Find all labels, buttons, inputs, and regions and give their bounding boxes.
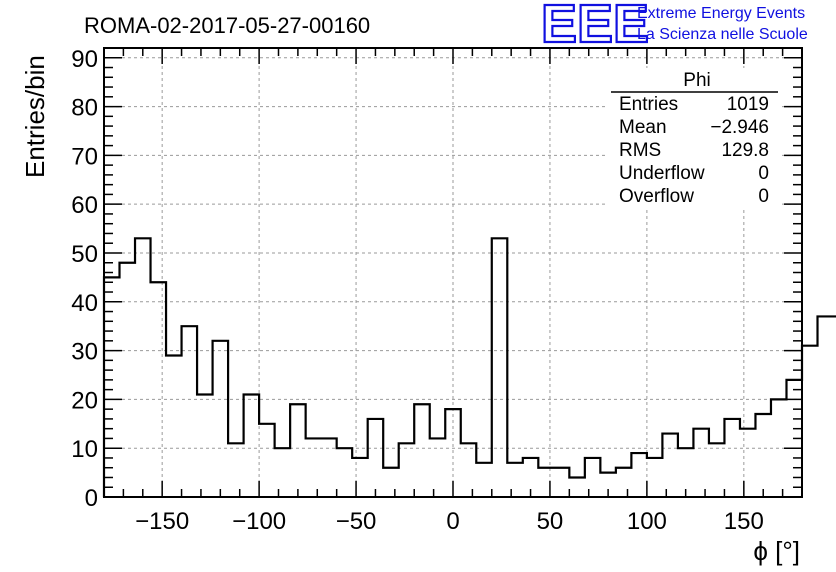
histogram-bin [616, 468, 632, 497]
histogram-bin [678, 448, 694, 497]
histogram-bin [771, 399, 787, 497]
x-tick-label: −50 [336, 508, 377, 535]
histogram-bin [414, 404, 430, 497]
histogram-bin [182, 326, 198, 497]
histogram-bin [321, 438, 337, 497]
y-tick-label: 80 [71, 95, 98, 122]
histogram-bin [818, 316, 834, 497]
histogram-bin [786, 380, 802, 497]
stats-label-mean: Mean [619, 117, 667, 138]
histogram-bin [492, 238, 508, 497]
histogram-bin [724, 419, 740, 497]
histogram-bin [275, 448, 291, 497]
stats-title: Phi [683, 70, 710, 91]
stats-value-underflow: 0 [758, 163, 769, 184]
stats-value-mean: −2.946 [710, 117, 769, 138]
histogram-bin [151, 282, 167, 497]
histogram-bin [538, 468, 554, 497]
histogram-bin [213, 341, 229, 497]
y-axis-label: Entries/bin [20, 55, 50, 178]
chart-title: ROMA-02-2017-05-27-00160 [84, 13, 370, 38]
y-tick-label: 50 [71, 241, 98, 268]
histogram-bin [135, 238, 151, 497]
histogram-bin [120, 263, 136, 497]
histogram-bin [228, 443, 244, 497]
y-tick-label: 40 [71, 290, 98, 317]
histogram-bin [290, 404, 306, 497]
x-tick-label: 150 [724, 508, 764, 535]
histogram-bin [631, 453, 647, 497]
histogram-bin [569, 477, 585, 497]
x-tick-label: −150 [135, 508, 189, 535]
histogram-bin [740, 429, 756, 497]
histogram-bin [802, 346, 818, 497]
histogram-bin [523, 458, 539, 497]
histogram-bin [430, 438, 446, 497]
histogram-bin [104, 277, 120, 497]
histogram-bin [399, 443, 415, 497]
y-tick-label: 20 [71, 387, 98, 414]
x-tick-label: 100 [627, 508, 667, 535]
y-tick-label: 60 [71, 192, 98, 219]
histogram-bin [554, 468, 570, 497]
histogram-bin [259, 424, 275, 497]
histogram-bin [445, 409, 461, 497]
histogram-bin [383, 468, 399, 497]
histogram-bin [507, 463, 523, 497]
y-tick-label: 70 [71, 143, 98, 170]
stats-value-entries: 1019 [727, 94, 769, 115]
histogram-bin [368, 419, 384, 497]
axis-ticks: −150 −100 −50 0 50 100 150 0 10 20 30 40 50 60 70 80 90 [71, 46, 803, 535]
stats-label-rms: RMS [619, 140, 661, 161]
x-tick-label: −100 [232, 508, 286, 535]
y-tick-label: 10 [71, 436, 98, 463]
stats-box: Phi Entries 1019 Mean −2.946 RMS 129.8 U… [608, 68, 780, 210]
stats-label-underflow: Underflow [619, 163, 705, 184]
eee-logo: EEE [541, 0, 649, 54]
histogram-bin [306, 438, 322, 497]
histogram-bin [662, 434, 678, 497]
histogram-bin [709, 443, 725, 497]
brand-line-2: La Scienza nelle Scuole [637, 26, 808, 43]
brand-line-1: Extreme Energy Events [637, 5, 805, 22]
y-tick-label: 30 [71, 339, 98, 366]
histogram-bin [461, 443, 477, 497]
stats-value-overflow: 0 [758, 186, 769, 207]
histogram-bin [197, 395, 213, 497]
histogram-bin [337, 448, 353, 497]
histogram-series [102, 237, 836, 497]
x-axis-label: ϕ [°] [753, 536, 800, 566]
histogram-bin [755, 414, 771, 497]
histogram-bin [585, 458, 601, 497]
stats-label-overflow: Overflow [619, 186, 694, 207]
histogram-bin [244, 395, 260, 497]
y-tick-label: 0 [85, 485, 98, 512]
y-tick-label: 90 [71, 46, 98, 73]
x-tick-label: 50 [537, 508, 564, 535]
histogram-bin [600, 473, 616, 497]
histogram-bin [166, 355, 182, 497]
histogram-bin [647, 458, 663, 497]
x-tick-label: 0 [446, 508, 459, 535]
histogram-bin [693, 429, 709, 497]
stats-value-rms: 129.8 [721, 140, 769, 161]
stats-label-entries: Entries [619, 94, 678, 115]
histogram-bin [352, 458, 368, 497]
histogram-bin [476, 463, 492, 497]
